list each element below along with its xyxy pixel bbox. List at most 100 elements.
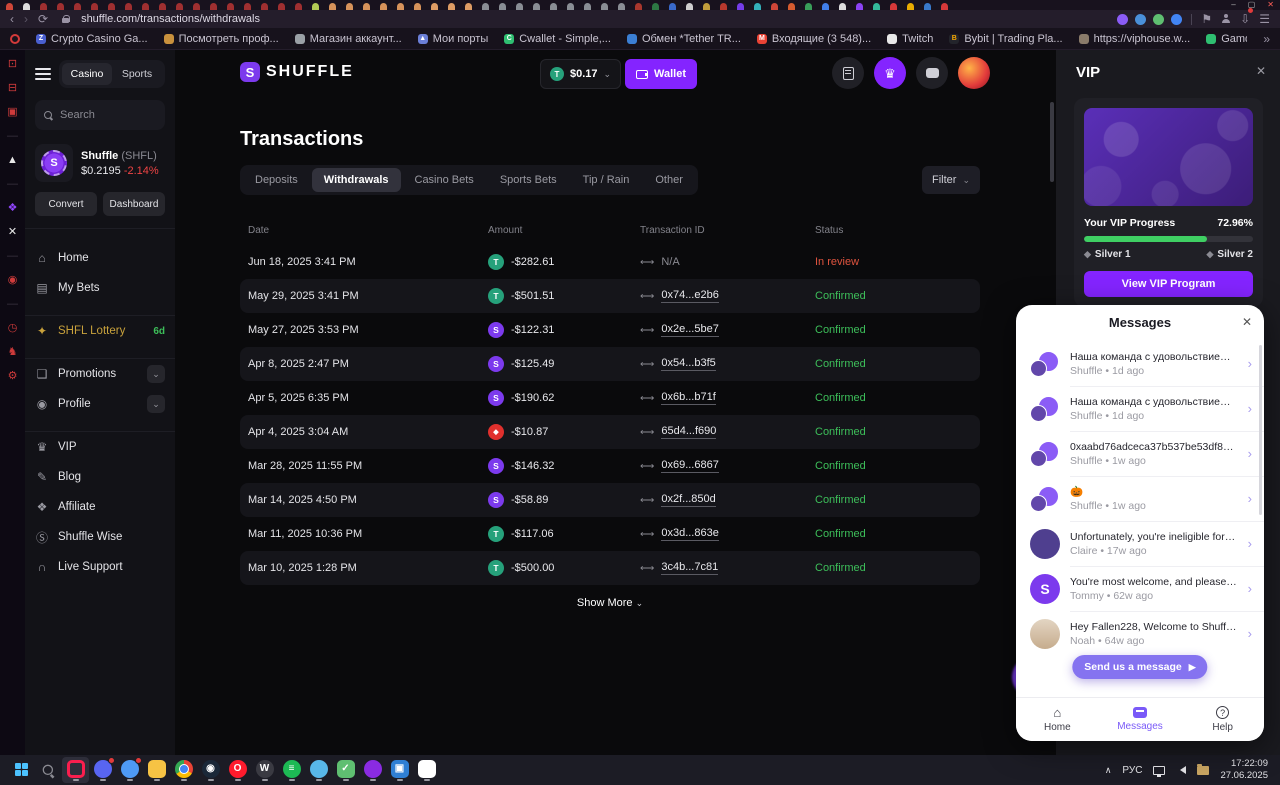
message-list-item[interactable]: Unfortunately, you're ineligible for any… bbox=[1016, 521, 1264, 566]
scrollbar-thumb[interactable] bbox=[1050, 102, 1054, 182]
tx-id[interactable]: 0x69...6867 bbox=[661, 459, 719, 473]
browser-tab[interactable] bbox=[618, 3, 625, 10]
tx-id[interactable]: 0x54...b3f5 bbox=[661, 357, 716, 371]
tx-id[interactable]: 0x3d...863e bbox=[661, 527, 719, 541]
browser-tab[interactable] bbox=[635, 3, 642, 10]
scrollbar-thumb[interactable] bbox=[1259, 345, 1262, 515]
mascot-icon[interactable]: ♞ bbox=[7, 346, 18, 358]
browser-tab[interactable] bbox=[890, 3, 897, 10]
bookmark-item[interactable]: Gamdom - Top Bit... bbox=[1206, 33, 1247, 45]
browser-tab[interactable] bbox=[686, 3, 693, 10]
tx-id[interactable]: 0x2e...5be7 bbox=[661, 323, 719, 337]
flag-icon[interactable]: ⚑ bbox=[1201, 12, 1213, 26]
bookmark-item[interactable]: ▲ Мои порты bbox=[417, 33, 488, 45]
close-icon[interactable]: ✕ bbox=[1241, 315, 1252, 329]
browser-tab[interactable] bbox=[533, 3, 540, 10]
browser-tab[interactable] bbox=[516, 3, 523, 10]
close-button[interactable]: ✕ bbox=[1267, 0, 1274, 9]
transactions-tab[interactable]: Tip / Rain bbox=[582, 174, 630, 186]
browser-tab[interactable] bbox=[465, 3, 472, 10]
browser-tab[interactable] bbox=[567, 3, 574, 10]
gx-corner-icon[interactable]: ⊡ bbox=[7, 58, 18, 70]
bookmark-item[interactable]: Twitch bbox=[887, 33, 933, 45]
browser-tab[interactable] bbox=[74, 3, 81, 10]
browser-tab[interactable] bbox=[720, 3, 727, 10]
hamburger-menu-icon[interactable] bbox=[35, 68, 51, 80]
browser-tab[interactable] bbox=[737, 3, 744, 10]
sidebar-nav-item[interactable]: ♛ VIP bbox=[35, 432, 165, 462]
user-avatar[interactable] bbox=[958, 57, 990, 89]
sidebar-nav-item[interactable]: ❖ Affiliate bbox=[35, 492, 165, 522]
taskbar-app[interactable] bbox=[143, 757, 170, 783]
browser-tab[interactable] bbox=[210, 3, 217, 10]
youtube-icon[interactable]: ◉ bbox=[7, 274, 18, 286]
browser-tab[interactable] bbox=[669, 3, 676, 10]
browser-tab[interactable] bbox=[771, 3, 778, 10]
bookmark-item[interactable]: Обмен *Tether TR... bbox=[626, 33, 741, 45]
sidebar-nav-item-expandable[interactable]: ❑ Promotions ⌄ bbox=[35, 359, 165, 389]
start-button[interactable] bbox=[8, 757, 35, 783]
bookmark-item[interactable]: Магазин аккаунт... bbox=[294, 33, 402, 45]
sidebar-nav-item-expandable[interactable]: ◉ Profile ⌄ bbox=[35, 389, 165, 419]
browser-tab[interactable] bbox=[414, 3, 421, 10]
mode-tab[interactable]: Sports bbox=[121, 68, 153, 80]
twitch-icon[interactable]: ❖ bbox=[7, 202, 18, 214]
bookmark-item[interactable]: Z Crypto Casino Ga... bbox=[36, 33, 148, 45]
sidebar-nav-item[interactable]: ⌂ Home bbox=[35, 243, 165, 273]
tx-id[interactable]: 0x6b...b71f bbox=[661, 391, 716, 405]
taskbar-app[interactable]: O bbox=[413, 757, 440, 783]
browser-tab[interactable] bbox=[703, 3, 710, 10]
window-controls[interactable]: – ▢ ✕ bbox=[1231, 0, 1274, 10]
browser-tab[interactable] bbox=[23, 3, 30, 10]
browser-tab[interactable] bbox=[91, 3, 98, 10]
taskbar-app[interactable]: O bbox=[224, 757, 251, 783]
browser-tab[interactable] bbox=[499, 3, 506, 10]
browser-tab[interactable] bbox=[380, 3, 387, 10]
taskbar-app[interactable]: ◉ bbox=[197, 757, 224, 783]
browser-tab[interactable] bbox=[40, 3, 47, 10]
promotions-button[interactable] bbox=[832, 57, 864, 89]
mode-tab[interactable]: Casino bbox=[62, 63, 112, 85]
network-icon[interactable] bbox=[1153, 765, 1166, 777]
taskbar-app[interactable] bbox=[89, 756, 116, 783]
message-list-item[interactable]: Наша команда с удовольствием вам по... S… bbox=[1016, 386, 1264, 431]
language-indicator[interactable]: РУС bbox=[1122, 764, 1143, 776]
browser-tab[interactable] bbox=[329, 3, 336, 10]
pinned-logo-icon[interactable]: ▲ bbox=[7, 154, 18, 166]
browser-tab[interactable] bbox=[924, 3, 931, 10]
messenger-nav-messages[interactable]: Messages bbox=[1099, 698, 1182, 741]
transactions-tab[interactable]: Casino Bets bbox=[414, 174, 474, 186]
taskbar-app[interactable] bbox=[305, 757, 332, 783]
rail-divider[interactable]: — bbox=[7, 130, 18, 142]
tx-id[interactable]: N/A bbox=[661, 256, 680, 268]
browser-tab[interactable] bbox=[312, 3, 319, 10]
browser-tab[interactable] bbox=[193, 3, 200, 10]
bookmarks-overflow-button[interactable]: » bbox=[1263, 31, 1270, 46]
tx-id[interactable]: 3c4b...7c81 bbox=[661, 561, 719, 575]
sidebar-nav-item[interactable]: ✎ Blog bbox=[35, 462, 165, 492]
sidebar-nav-item[interactable]: Ⓢ Shuffle Wise bbox=[35, 522, 165, 552]
transactions-tab[interactable]: Sports Bets bbox=[499, 174, 557, 186]
message-list-item[interactable]: Hey Fallen228, Welcome to Shuffle! We're… bbox=[1016, 611, 1264, 656]
bookmark-item[interactable]: M Входящие (3 548)... bbox=[756, 33, 871, 45]
taskbar-app[interactable]: ✓ bbox=[332, 757, 359, 783]
browser-tab[interactable] bbox=[261, 3, 268, 10]
browser-tab[interactable] bbox=[363, 3, 370, 10]
browser-tab[interactable] bbox=[907, 3, 914, 10]
message-list-item[interactable]: You're most welcome, and please feel fre… bbox=[1016, 566, 1264, 611]
gx-cards-icon[interactable]: ⊟ bbox=[7, 82, 18, 94]
browser-tab[interactable] bbox=[431, 3, 438, 10]
extension-icon[interactable] bbox=[1117, 13, 1129, 25]
browser-tab[interactable] bbox=[346, 3, 353, 10]
message-list-item[interactable]: 🎃 Shuffle • 1w ago › bbox=[1016, 476, 1264, 521]
browser-tab[interactable] bbox=[788, 3, 795, 10]
message-list-item[interactable]: 0xaabd76adceca37b537be53df8925c370f... S… bbox=[1016, 431, 1264, 476]
taskbar-app[interactable] bbox=[359, 757, 386, 783]
maximize-button[interactable]: ▢ bbox=[1247, 0, 1256, 9]
browser-tab[interactable] bbox=[278, 3, 285, 10]
browser-tab[interactable] bbox=[227, 3, 234, 10]
browser-tab[interactable] bbox=[839, 3, 846, 10]
browser-tab[interactable] bbox=[57, 3, 64, 10]
taskbar-app[interactable]: W bbox=[251, 757, 278, 783]
history-icon[interactable]: ◷ bbox=[7, 322, 18, 334]
